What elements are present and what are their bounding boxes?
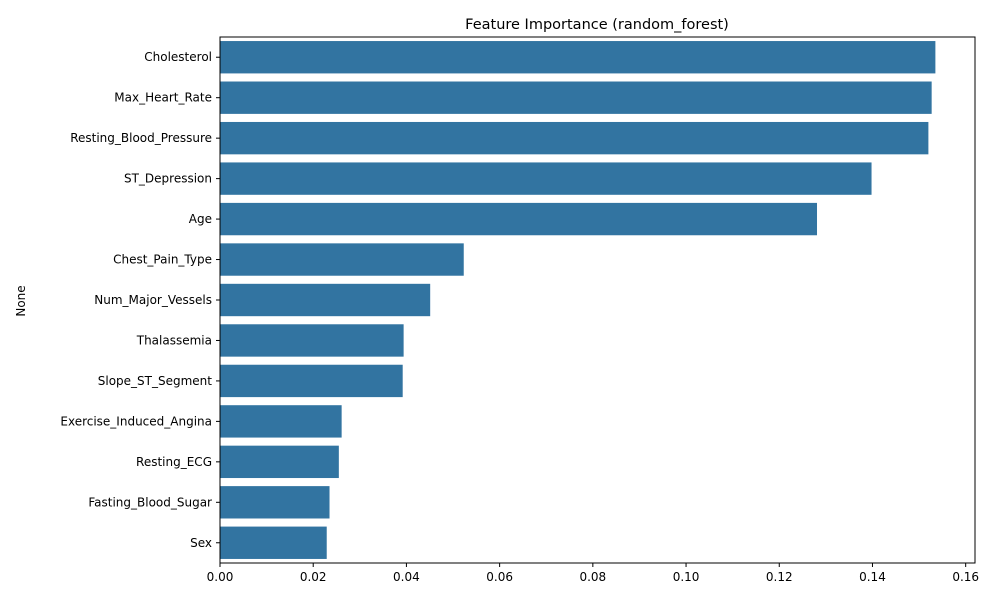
plot-frame bbox=[219, 36, 976, 564]
bar-slope-st-segment bbox=[220, 364, 403, 398]
bar-chest-pain-type bbox=[220, 243, 464, 276]
y-tick-label: Resting_Blood_Pressure bbox=[70, 131, 212, 145]
y-axis: Cholesterol Max_Heart_Rate Resting_Blood_P… bbox=[60, 50, 220, 550]
bar-age bbox=[220, 202, 818, 236]
bar-cholesterol bbox=[220, 41, 936, 74]
bar-sex bbox=[220, 526, 327, 559]
y-tick-label: Resting_ECG bbox=[136, 455, 212, 469]
x-tick-label: 0.16 bbox=[952, 570, 979, 584]
y-tick-label: Fasting_Blood_Sugar bbox=[88, 495, 212, 509]
y-tick-label: Age bbox=[189, 212, 212, 226]
x-tick-label: 0.12 bbox=[766, 570, 793, 584]
y-tick-label: Exercise_Induced_Angina bbox=[60, 414, 212, 428]
y-tick-label: Thalassemia bbox=[136, 333, 212, 347]
x-tick-label: 0.02 bbox=[300, 570, 327, 584]
bar-resting-blood-pressure bbox=[220, 121, 929, 155]
y-tick-label: Chest_Pain_Type bbox=[113, 253, 212, 267]
bar-exercise-induced-angina bbox=[220, 405, 342, 438]
y-tick-label: Max_Heart_Rate bbox=[114, 91, 212, 105]
bar-st-depression bbox=[220, 162, 872, 195]
bar-fasting-blood-sugar bbox=[220, 486, 330, 519]
x-tick-label: 0.04 bbox=[393, 570, 420, 584]
chart-title: Feature Importance (random_forest) bbox=[465, 17, 729, 33]
x-tick-label: 0.10 bbox=[673, 570, 700, 584]
y-tick-label: Slope_ST_Segment bbox=[98, 374, 213, 388]
x-tick-label: 0.06 bbox=[486, 570, 513, 584]
x-tick-label: 0.08 bbox=[579, 570, 606, 584]
x-axis: 0.00 0.02 0.04 0.06 0.08 0.10 0.12 0.14 0.16 bbox=[207, 563, 979, 584]
y-tick-label: Cholesterol bbox=[144, 50, 212, 64]
y-axis-label: None bbox=[14, 285, 28, 316]
bar-thalassemia bbox=[220, 324, 404, 357]
y-tick-label: Num_Major_Vessels bbox=[94, 293, 212, 307]
bar-resting-ecg bbox=[220, 445, 339, 479]
y-tick-label: Sex bbox=[190, 536, 212, 550]
bar-max-heart-rate bbox=[220, 81, 932, 114]
bars-group bbox=[220, 41, 936, 559]
bar-num-major-vessels bbox=[220, 283, 431, 317]
y-tick-label: ST_Depression bbox=[124, 172, 212, 186]
x-tick-label: 0.00 bbox=[207, 570, 234, 584]
x-tick-label: 0.14 bbox=[859, 570, 886, 584]
